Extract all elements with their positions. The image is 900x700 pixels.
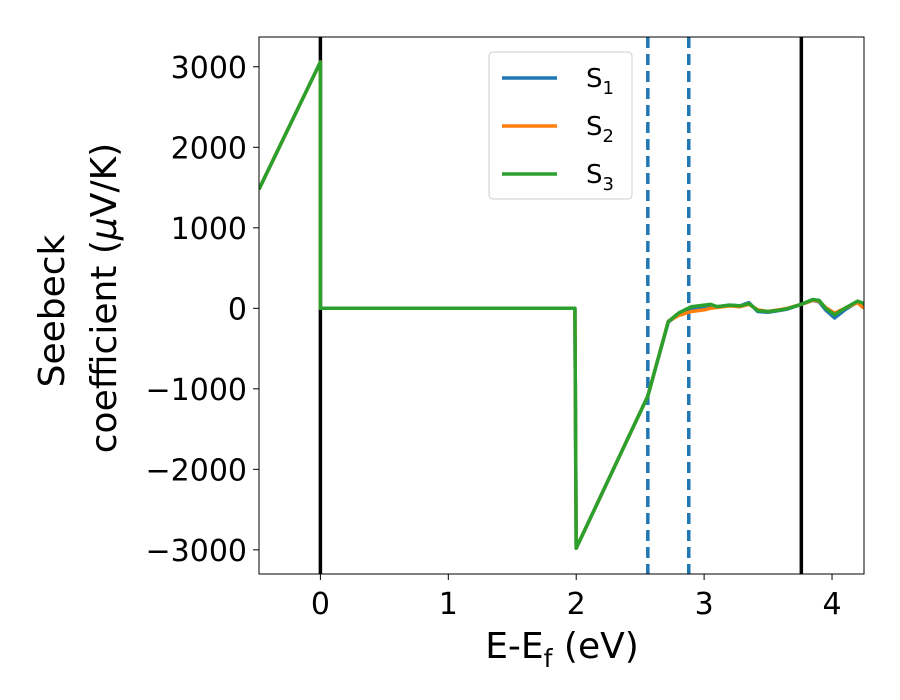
x-tick-label: 0 [311, 587, 330, 622]
y-axis-ticks: 3000 2000 1000 0 −1000 −2000 −3000 [146, 51, 259, 569]
x-axis-ticks: 0 1 2 3 4 [311, 574, 842, 622]
y-axis-title-line1: Seebeck [32, 234, 73, 387]
y-tick-label: −2000 [146, 453, 247, 488]
y-tick-label: 3000 [171, 51, 247, 86]
legend-box [488, 51, 633, 200]
x-tick-label: 2 [567, 587, 586, 622]
x-tick-label: 3 [695, 587, 714, 622]
y-tick-label: −1000 [146, 373, 247, 408]
x-tick-label: 4 [822, 587, 841, 622]
y-tick-label: 1000 [171, 212, 247, 247]
x-axis-title: E-Ef (eV) [485, 626, 639, 673]
series-lines [259, 60, 864, 550]
plot-frame [258, 36, 865, 575]
y-axis-title: Seebeck coefficient (μV/K) [32, 143, 125, 453]
y-tick-label: 2000 [171, 131, 247, 166]
series-line-S3 [259, 60, 864, 550]
legend-label-S3: S3 [586, 160, 614, 195]
legend-label-S2: S2 [586, 112, 614, 147]
y-tick-label: 0 [228, 292, 247, 327]
y-axis-title-line2: coefficient (μV/K) [84, 143, 125, 453]
x-tick-label: 1 [439, 587, 458, 622]
legend-label-S1: S1 [586, 64, 614, 99]
legend: S1 S2 S3 [488, 51, 633, 200]
y-tick-label: −3000 [146, 534, 247, 569]
